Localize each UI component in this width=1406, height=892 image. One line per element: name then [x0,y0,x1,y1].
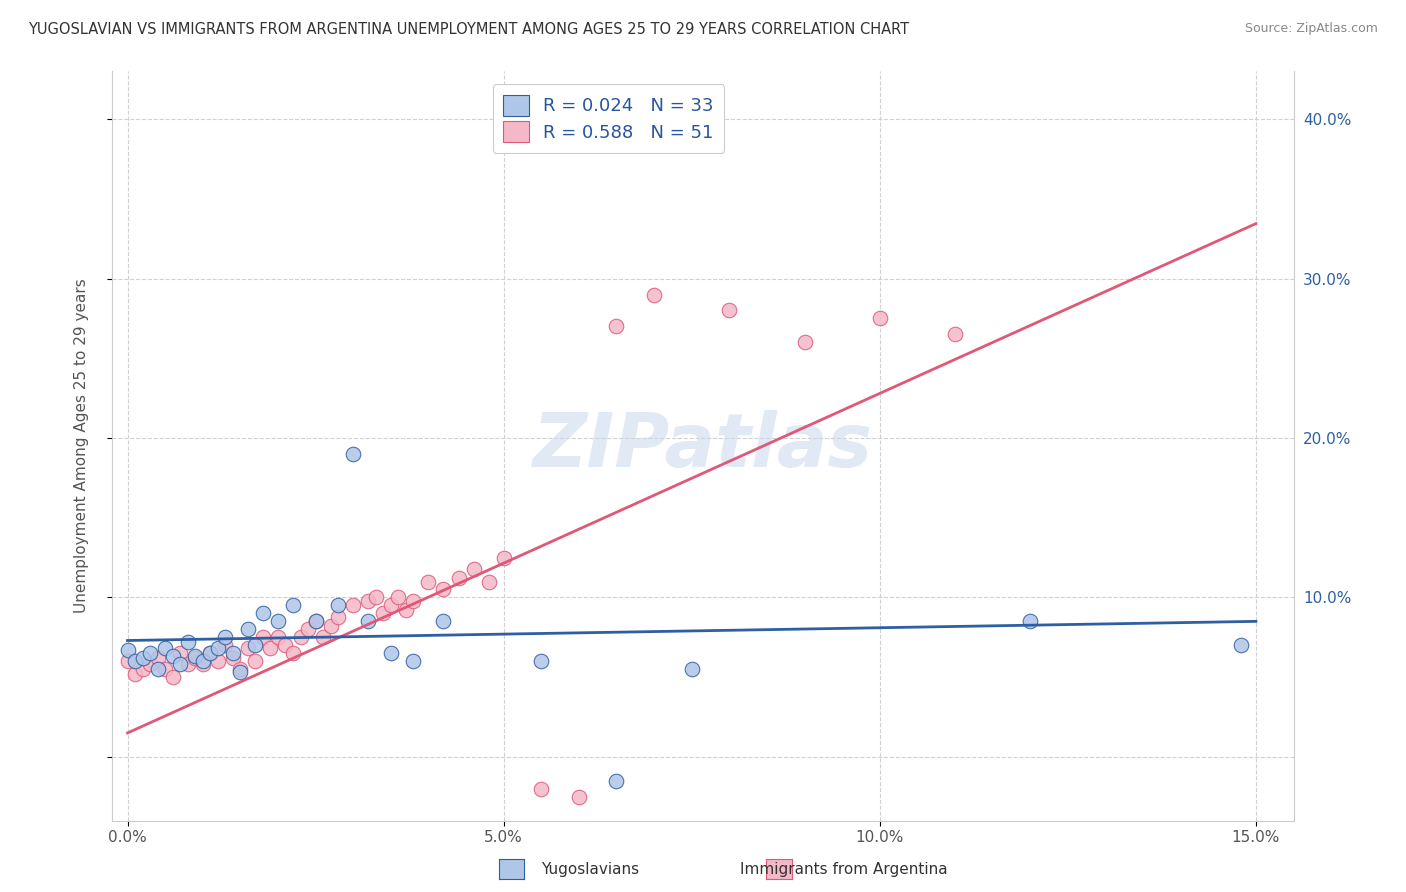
Point [236,641,259,656]
Point [131,662,153,676]
Point [793,335,815,350]
Point [222,646,245,660]
Point [177,657,200,672]
Point [373,607,395,621]
Point [319,619,342,633]
Point [402,593,425,607]
Point [236,623,259,637]
Point [605,319,627,334]
Point [304,615,326,629]
Point [342,599,364,613]
Point [184,651,207,665]
Point [200,646,222,660]
Point [312,630,335,644]
Point [229,662,252,676]
Point [124,667,146,681]
Point [395,603,418,617]
Point [530,654,553,668]
Point [605,773,627,788]
Point [387,591,409,605]
Point [146,662,169,676]
Point [432,615,454,629]
Point [478,574,501,589]
Point [222,651,245,665]
Point [418,574,440,589]
Point [117,643,139,657]
Point [124,654,146,668]
Point [342,447,364,461]
Point [568,789,591,804]
Point [191,657,214,672]
Point [328,599,350,613]
Point [281,646,304,660]
Point [131,651,153,665]
Point [328,609,350,624]
Point [245,638,267,652]
Point [252,630,274,644]
Point [184,649,207,664]
Point [162,670,184,684]
Point [252,607,274,621]
Point [274,638,297,652]
Point [153,662,176,676]
Point [139,646,162,660]
Point [153,641,176,656]
Point [169,646,191,660]
Point [200,646,222,660]
Point [357,615,380,629]
Point [139,657,162,672]
Point [207,641,229,656]
Point [229,665,252,680]
Point [1019,615,1042,629]
Point [267,630,290,644]
Point [214,630,236,644]
Point [214,638,236,652]
Point [297,623,319,637]
Point [207,654,229,668]
Point [245,654,267,668]
Point [162,649,184,664]
Point [146,651,169,665]
Point [357,593,380,607]
Text: Immigrants from Argentina: Immigrants from Argentina [740,863,948,877]
Point [117,654,139,668]
Point [643,287,665,301]
Point [364,591,387,605]
Text: Source: ZipAtlas.com: Source: ZipAtlas.com [1244,22,1378,36]
Point [267,615,290,629]
Point [463,562,485,576]
Y-axis label: Unemployment Among Ages 25 to 29 years: Unemployment Among Ages 25 to 29 years [75,278,89,614]
Point [177,635,200,649]
Point [281,599,304,613]
Point [681,662,703,676]
Point [380,646,402,660]
Point [432,582,454,597]
Point [530,781,553,796]
Point [290,630,312,644]
Point [447,571,470,585]
Point [380,599,402,613]
Point [191,654,214,668]
Point [718,303,741,318]
Point [1230,638,1253,652]
Point [169,657,191,672]
Legend: R = 0.024   N = 33, R = 0.588   N = 51: R = 0.024 N = 33, R = 0.588 N = 51 [492,84,724,153]
Point [259,641,281,656]
Point [492,550,515,565]
Text: ZIPatlas: ZIPatlas [533,409,873,483]
Point [402,654,425,668]
Point [869,311,891,326]
Text: Yugoslavians: Yugoslavians [541,863,640,877]
Point [304,615,326,629]
Point [943,327,966,342]
Text: YUGOSLAVIAN VS IMMIGRANTS FROM ARGENTINA UNEMPLOYMENT AMONG AGES 25 TO 29 YEARS : YUGOSLAVIAN VS IMMIGRANTS FROM ARGENTINA… [28,22,910,37]
